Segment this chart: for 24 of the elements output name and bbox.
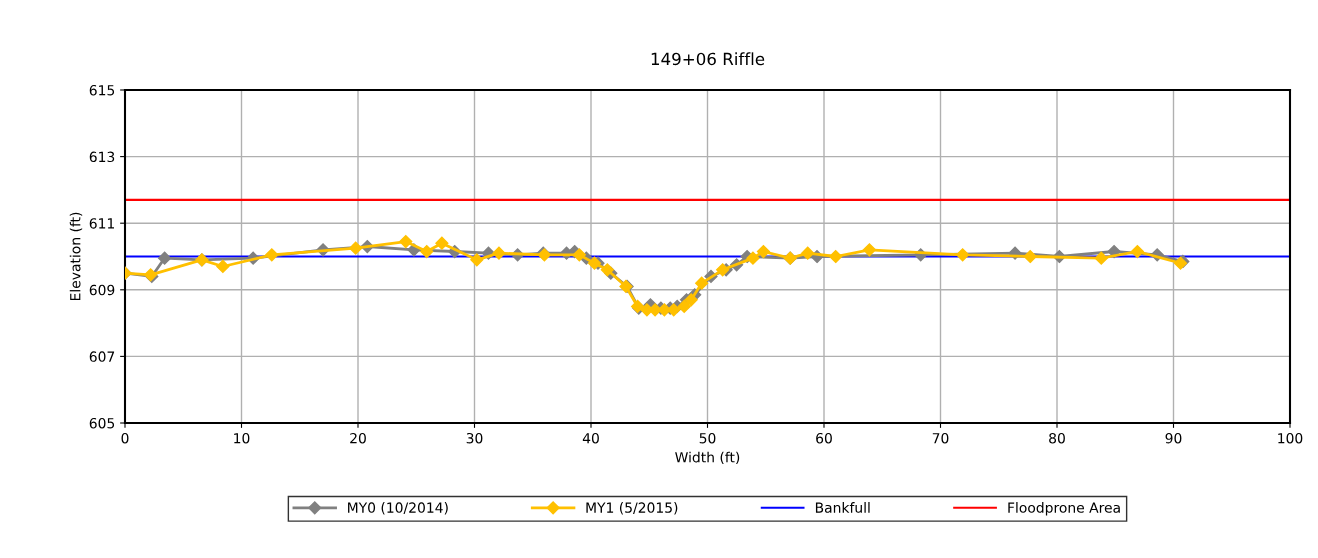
legend-label: MY0 (10/2014)	[348, 502, 448, 515]
y-tick-label: 613	[89, 151, 115, 163]
x-tick-label: 30	[466, 432, 483, 444]
x-tick-label: 0	[121, 432, 129, 444]
y-tick-label: 611	[89, 218, 114, 229]
x-axis-title: Width (ft)	[675, 451, 740, 465]
x-tick-label: 20	[350, 432, 366, 444]
y-axis-title: Elevation (ft)	[69, 212, 83, 301]
legend-label: Bankfull	[815, 502, 870, 513]
chart-title: 149+06 Riffle	[651, 52, 765, 66]
x-tick-label: 10	[234, 432, 250, 444]
x-tick-label: 60	[816, 432, 832, 444]
x-tick-label: 70	[932, 432, 949, 444]
y-tick-label: 609	[89, 284, 115, 296]
y-tick-label: 605	[89, 417, 115, 429]
legend-label: Floodprone Area	[1008, 502, 1120, 516]
x-tick-label: 50	[699, 432, 716, 444]
y-tick-label: 607	[89, 351, 115, 362]
legend-label: MY1 (5/2015)	[586, 502, 678, 515]
x-tick-label: 40	[582, 432, 599, 444]
x-tick-label: 100	[1278, 432, 1303, 444]
x-tick-label: 80	[1049, 432, 1065, 444]
y-tick-label: 615	[89, 84, 115, 96]
x-tick-label: 90	[1165, 432, 1182, 444]
